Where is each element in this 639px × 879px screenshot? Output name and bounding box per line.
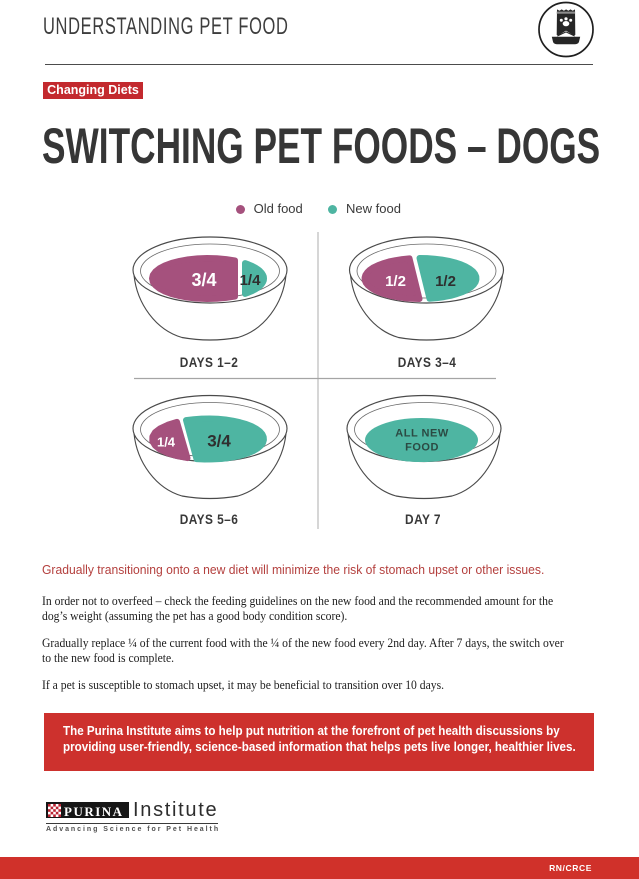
svg-text:1/4: 1/4 <box>157 435 176 450</box>
svg-text:1/2: 1/2 <box>435 273 456 290</box>
svg-text:1/2: 1/2 <box>385 273 406 290</box>
svg-text:3/4: 3/4 <box>191 270 216 290</box>
svg-text:FOOD: FOOD <box>405 442 439 454</box>
svg-text:1/4: 1/4 <box>240 272 262 289</box>
svg-text:ALL NEW: ALL NEW <box>395 428 449 440</box>
svg-text:3/4: 3/4 <box>207 432 231 451</box>
